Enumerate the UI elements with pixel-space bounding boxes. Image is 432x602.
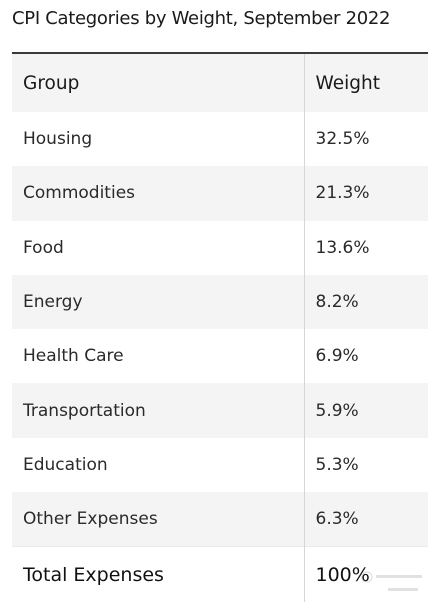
- watermark-logo-icon: [361, 571, 422, 591]
- top-rule: [12, 52, 428, 54]
- table-row: Food 13.6%: [12, 220, 428, 275]
- group-cell: Food: [23, 237, 64, 258]
- weight-cell: 6.3%: [303, 492, 428, 547]
- group-cell: Transportation: [12, 383, 304, 438]
- table-row: Transportation 5.9%: [12, 383, 428, 438]
- header-weight: Weight: [303, 54, 428, 112]
- table-title: CPI Categories by Weight, September 2022: [12, 8, 391, 29]
- group-cell: Housing: [23, 129, 93, 150]
- group-cell: Energy: [12, 274, 304, 330]
- group-cell: Commodities: [12, 166, 304, 221]
- cpi-weight-table: Group Weight Housing 32.5% Commodities 21.3…: [12, 52, 428, 602]
- total-label: Total Expenses: [12, 545, 304, 602]
- header-group: Group: [12, 54, 304, 112]
- weight-cell: 8.2%: [303, 274, 428, 330]
- weight-cell: 5.3%: [303, 437, 428, 493]
- table-row: Housing 32.5%: [12, 112, 428, 167]
- table-body: Housing 32.5% Commodities 21.3% Food 13.6% Ene…: [12, 112, 428, 547]
- table-row: Education 5.3%: [12, 437, 428, 493]
- group-cell: Other Expenses: [12, 492, 304, 547]
- weight-cell: 21.3%: [303, 166, 428, 221]
- table-row: Other Expenses 6.3%: [12, 492, 428, 547]
- total-value: 100%: [303, 545, 428, 602]
- table-row: Commodities 21.3%: [12, 166, 428, 221]
- table-row: Energy 8.2%: [12, 274, 428, 330]
- header-row: Group Weight: [12, 54, 428, 112]
- group-cell: Education: [23, 454, 108, 475]
- weight-cell: 32.5%: [303, 112, 428, 167]
- group-cell: Health Care: [23, 346, 124, 367]
- table-row: Health Care 6.9%: [12, 329, 428, 384]
- weight-cell: 13.6%: [303, 220, 428, 275]
- weight-cell: 5.9%: [303, 383, 428, 438]
- weight-cell: 6.9%: [303, 329, 428, 384]
- total-row: Total Expenses 100%: [12, 545, 428, 602]
